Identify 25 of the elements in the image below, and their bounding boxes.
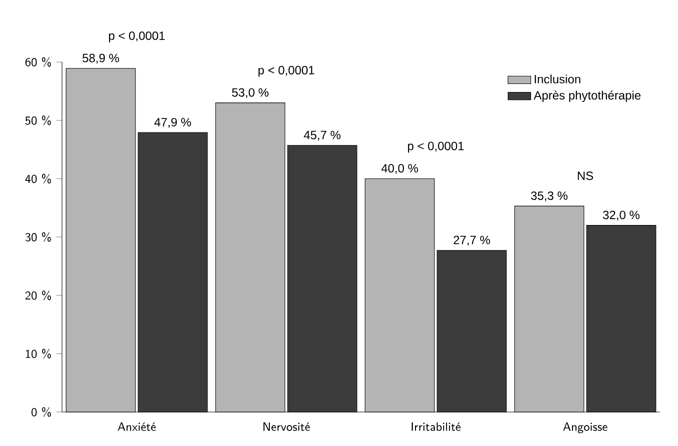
legend-label: Inclusion [534,74,580,84]
data-label: 45,7 % [304,130,340,141]
data-label: 40,0 % [381,164,418,174]
annotation: p < 0,0001 [408,142,464,153]
y-tick-label: 0 % [32,407,51,417]
annotation: NS [578,172,594,180]
x-tick-label: Anxiété [118,422,156,431]
data-label: 53,0 % [232,88,268,98]
data-label: 58,9 % [82,54,119,64]
x-tick-label: Irritabilité [412,422,461,431]
y-tick-label: 20 % [25,290,51,300]
y-tick-label: 30 % [25,232,51,242]
y-tick-label: 60 % [25,57,51,67]
annotation: p < 0,0001 [258,66,314,77]
data-label: 32,0 % [603,210,640,221]
data-label: 27,7 % [454,236,490,246]
y-tick-label: 50 % [25,115,51,126]
data-label: 47,9 % [154,118,191,128]
y-tick-label: 10 % [26,348,51,358]
legend-label: Après phytothérapie [534,90,641,102]
x-tick-label: Nervosité [263,422,310,431]
y-tick-label: 40 % [25,174,51,184]
text: p < 0,0001 [109,31,165,42]
data-label: 35,3 % [531,191,568,202]
x-tick-label: Angoisse [563,422,608,434]
